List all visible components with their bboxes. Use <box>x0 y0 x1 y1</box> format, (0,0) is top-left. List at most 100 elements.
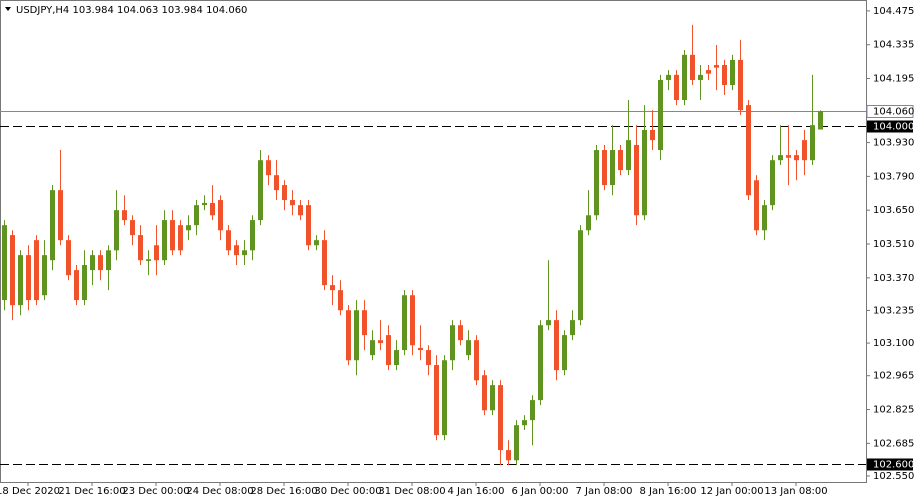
y-tick-label: 104.475 <box>873 6 914 17</box>
candle-body <box>698 74 703 80</box>
candle-body <box>82 265 87 301</box>
candle-body <box>362 310 367 336</box>
candle-body <box>250 220 255 251</box>
candle-body <box>706 70 711 74</box>
candle-body <box>130 220 135 236</box>
candle-body <box>378 340 383 344</box>
y-tick-label: 103.100 <box>873 338 914 349</box>
candle-body <box>74 270 79 301</box>
candle-body <box>810 125 815 161</box>
candle-body <box>610 150 615 186</box>
x-tick-label: 31 Dec 08:00 <box>378 486 445 497</box>
candle-body <box>482 375 487 411</box>
candle-body <box>594 150 599 216</box>
candle-body <box>730 59 735 86</box>
candle-body <box>554 320 559 371</box>
candle-body <box>314 240 319 246</box>
x-tick-label: 24 Dec 08:00 <box>186 486 253 497</box>
level-label: 104.000 <box>873 122 914 133</box>
level-tag <box>867 120 913 133</box>
candle-body <box>786 155 791 158</box>
x-tick-label: 6 Jan 00:00 <box>512 486 569 497</box>
candle-body <box>346 310 351 361</box>
candle-body <box>762 205 767 231</box>
candle-body <box>658 79 663 151</box>
candle-body <box>234 245 239 256</box>
candle-body <box>26 255 31 301</box>
candle-body <box>226 230 231 251</box>
candle-body <box>714 64 719 68</box>
candle-body <box>18 255 23 306</box>
level-tag <box>867 458 913 471</box>
candle-body <box>794 155 799 161</box>
x-tick-label: 23 Dec 00:00 <box>122 486 189 497</box>
candle-body <box>122 210 127 221</box>
candle-body <box>2 225 7 301</box>
candle-body <box>490 385 495 411</box>
x-tick-label: 4 Jan 16:00 <box>448 486 505 497</box>
candle-body <box>66 240 71 276</box>
candle-body <box>450 325 455 361</box>
x-tick-label: 12 Jan 00:00 <box>700 486 763 497</box>
candle-body <box>194 205 199 226</box>
candle-body <box>146 259 151 261</box>
candle-body <box>154 245 159 261</box>
candle-body <box>754 180 759 231</box>
candle-body <box>802 140 807 161</box>
candle-body <box>546 320 551 326</box>
candle-body <box>690 54 695 80</box>
candle-body <box>650 129 655 141</box>
y-tick-label: 103.650 <box>873 205 914 216</box>
y-tick-label: 103.370 <box>873 273 914 284</box>
candle-body <box>322 240 327 286</box>
candle-body <box>770 160 775 206</box>
candle-body <box>498 385 503 451</box>
candle-body <box>562 335 567 371</box>
candle-body <box>458 325 463 341</box>
candle-body <box>242 250 247 256</box>
candle-body <box>186 225 191 231</box>
x-tick-label: 28 Dec 16:00 <box>250 486 317 497</box>
candle-body <box>218 200 223 231</box>
candle-body <box>570 320 575 336</box>
candle-body <box>746 105 751 196</box>
candle-body <box>202 202 207 206</box>
candle-body <box>474 340 479 381</box>
y-tick-label: 103.930 <box>873 138 914 149</box>
candle-body <box>618 150 623 171</box>
candle-body <box>626 140 631 171</box>
candle-body <box>106 250 111 271</box>
y-tick-label: 102.825 <box>873 405 914 416</box>
candle-body <box>370 340 375 356</box>
candle-body <box>58 190 63 241</box>
candle-body <box>90 255 95 271</box>
candle-body <box>666 74 671 80</box>
candle-body <box>634 144 639 216</box>
candle-body <box>778 155 783 161</box>
candle-body <box>538 325 543 401</box>
y-tick-label: 104.195 <box>873 74 914 85</box>
x-tick-label: 21 Dec 16:00 <box>58 486 125 497</box>
candle-body <box>674 74 679 101</box>
chart-title: USDJPY,H4 103.984 104.063 103.984 104.06… <box>16 5 247 16</box>
y-tick-label: 102.550 <box>873 471 914 482</box>
menu-arrow[interactable] <box>5 7 11 11</box>
candle-body <box>642 129 647 216</box>
candle-body <box>210 202 215 216</box>
x-tick-label: 30 Dec 00:00 <box>314 486 381 497</box>
candle-body <box>274 175 279 191</box>
candle-body <box>282 185 287 201</box>
candle-body <box>578 230 583 321</box>
y-tick-label: 102.965 <box>873 371 914 382</box>
x-tick-label: 7 Jan 08:00 <box>576 486 633 497</box>
candle-body <box>466 340 471 356</box>
candle-body <box>410 295 415 346</box>
candle-body <box>258 160 263 221</box>
candle-body <box>266 160 271 176</box>
candle-body <box>114 210 119 251</box>
price-label: 104.060 <box>873 107 914 118</box>
candle-body <box>506 450 511 461</box>
x-tick-label: 8 Jan 16:00 <box>640 486 697 497</box>
candle-body <box>170 220 175 251</box>
